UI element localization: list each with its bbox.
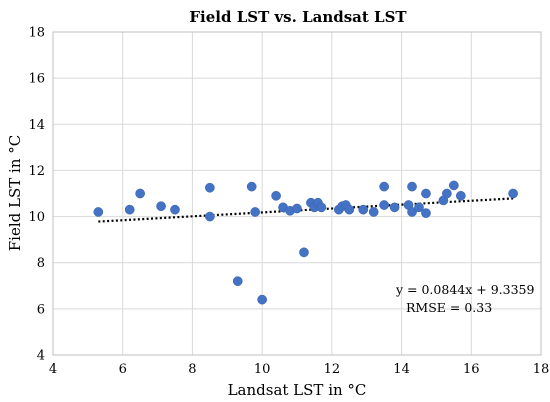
data-points (93, 180, 518, 305)
y-axis-label: Field LST in °C (6, 135, 24, 251)
data-point (358, 204, 369, 215)
data-point (344, 204, 355, 215)
y-tick-label: 8 (37, 256, 45, 271)
rmse-label: RMSE = 0.33 (406, 300, 492, 315)
data-point (170, 204, 180, 215)
data-point (292, 203, 302, 214)
x-tick-label: 12 (324, 362, 341, 377)
data-point (156, 201, 166, 212)
data-point (205, 182, 215, 193)
x-tick-label: 16 (463, 362, 480, 377)
y-tick-label: 6 (37, 302, 45, 317)
x-tick-label: 4 (49, 362, 57, 377)
y-tick-label: 12 (28, 164, 45, 179)
data-point (316, 202, 327, 213)
x-axis-label: Landsat LST in °C (228, 381, 367, 399)
data-point (389, 202, 400, 213)
data-point (449, 180, 459, 191)
x-tick-label: 8 (188, 362, 196, 377)
data-point (379, 181, 389, 192)
data-point (93, 207, 104, 217)
data-point (257, 294, 267, 305)
data-point (368, 207, 379, 217)
trendline (98, 197, 514, 223)
data-point (232, 276, 243, 287)
y-tick-label: 18 (28, 26, 45, 41)
y-tick-label: 16 (28, 72, 45, 87)
data-point (246, 181, 257, 192)
data-point (299, 247, 309, 258)
data-point (205, 211, 215, 222)
data-point (379, 200, 389, 210)
y-tick-label: 4 (37, 349, 45, 364)
x-tick-label: 6 (119, 362, 127, 377)
data-point (250, 207, 261, 217)
y-tick-label: 14 (28, 118, 45, 133)
equation-label: y = 0.0844x + 9.3359 (395, 282, 534, 297)
plot-area-frame (52, 31, 542, 356)
x-axis-ticks: 4 6 8 10 12 14 16 18 (49, 362, 549, 377)
data-point (135, 188, 145, 199)
data-point (442, 188, 452, 199)
data-point (407, 181, 417, 192)
data-point (124, 204, 135, 215)
data-point (407, 207, 417, 217)
chart-title: Field LST vs. Landsat LST (189, 8, 407, 26)
data-point (508, 188, 518, 199)
x-tick-label: 14 (393, 362, 410, 377)
data-point (421, 208, 431, 218)
x-tick-label: 18 (533, 362, 550, 377)
x-tick-label: 10 (254, 362, 271, 377)
y-tick-label: 10 (28, 210, 45, 225)
y-axis-ticks: 4 6 8 10 12 14 16 18 (28, 26, 45, 364)
data-point (455, 190, 466, 201)
data-point (421, 188, 431, 199)
data-point (271, 190, 281, 201)
gridlines (52, 31, 542, 356)
data-point (414, 202, 424, 213)
